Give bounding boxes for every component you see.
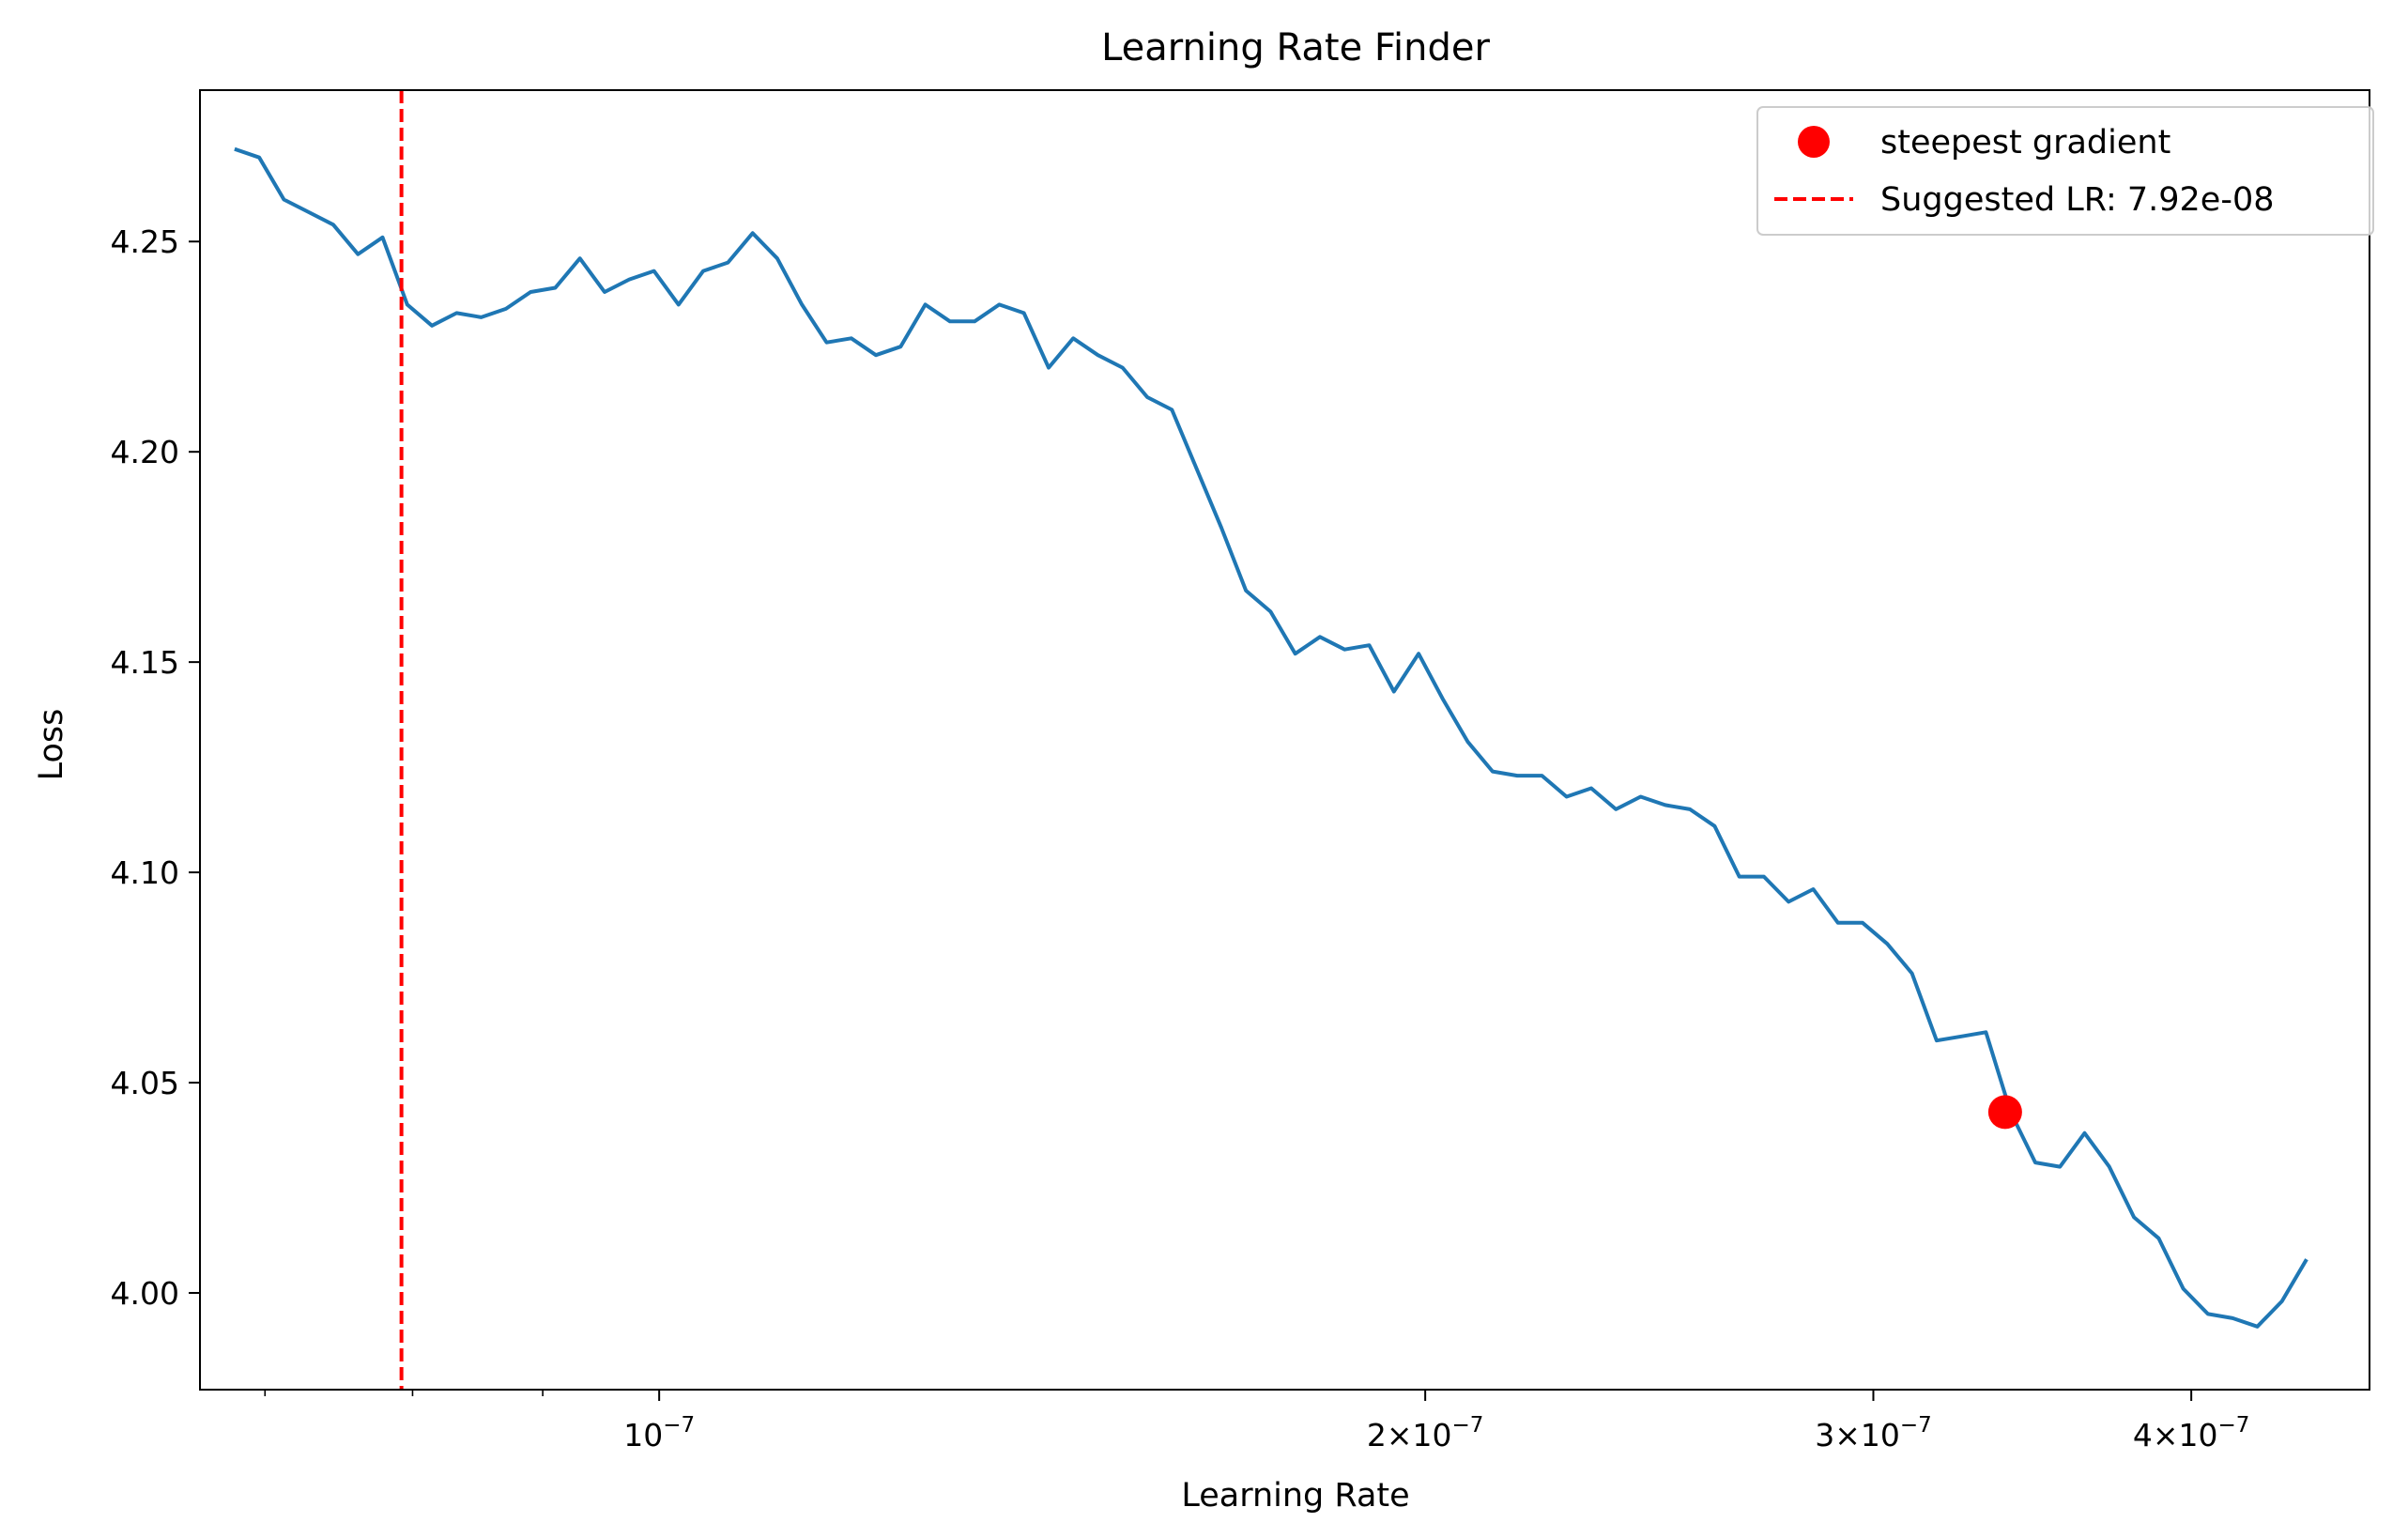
x-tick-label-base: 4×10 [2133, 1417, 2218, 1453]
svg-text:2×10−7: 2×10−7 [1367, 1413, 1484, 1453]
y-tick-label: 4.25 [111, 223, 179, 260]
y-axis-label: Loss [33, 709, 70, 781]
x-tick-label-exponent: −7 [663, 1413, 695, 1438]
y-tick-label: 4.10 [111, 854, 179, 891]
legend-marker-steepest-gradient [1798, 126, 1830, 158]
legend: steepest gradient Suggested LR: 7.92e-08 [1756, 106, 2374, 236]
x-axis-label: Learning Rate [1181, 1477, 1409, 1515]
x-tick-label: 4×10−7 [2133, 1413, 2250, 1453]
y-tick-label: 4.05 [111, 1065, 179, 1101]
plot-frame [199, 89, 2370, 1391]
loss-curve [234, 146, 2308, 1329]
x-tick-label-exponent: −7 [1900, 1413, 1932, 1438]
legend-label-steepest-gradient: steepest gradient [1880, 124, 2170, 161]
y-tick-label: 4.15 [111, 644, 179, 681]
x-tick-label: 3×10−7 [1815, 1413, 1932, 1453]
x-tick-label-exponent: −7 [2218, 1413, 2250, 1438]
x-axis: 10−7 2×10−7 3×10−7 4×10−7 [264, 1390, 2250, 1453]
chart-title: Learning Rate Finder [1101, 26, 1490, 69]
x-tick-label-base: 2×10 [1367, 1417, 1452, 1453]
y-axis: 4.00 4.05 4.10 4.15 4.20 4.25 [111, 223, 200, 1312]
plot-area [234, 90, 2308, 1390]
legend-label-suggested-lr: Suggested LR: 7.92e-08 [1880, 181, 2275, 219]
svg-text:4×10−7: 4×10−7 [2133, 1413, 2250, 1453]
x-tick-label-base: 10 [623, 1417, 663, 1453]
x-tick-label: 10−7 [623, 1413, 695, 1453]
x-tick-label: 2×10−7 [1367, 1413, 1484, 1453]
svg-text:10−7: 10−7 [623, 1413, 695, 1453]
y-tick-label: 4.20 [111, 434, 179, 470]
x-tick-label-base: 3×10 [1815, 1417, 1900, 1453]
y-tick-label: 4.00 [111, 1275, 179, 1312]
steepest-gradient-point [1987, 1095, 2022, 1130]
legend-box [1756, 106, 2374, 236]
x-tick-label-exponent: −7 [1452, 1413, 1484, 1438]
svg-text:3×10−7: 3×10−7 [1815, 1413, 1932, 1453]
